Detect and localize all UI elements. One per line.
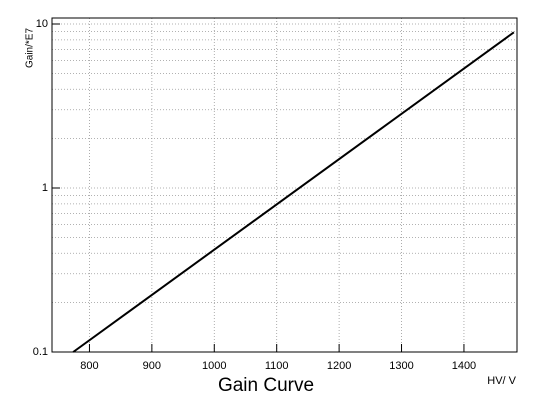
x-tick-label: 1300 [389, 360, 413, 372]
x-tick-label: 1000 [202, 360, 226, 372]
x-tick-label: 1400 [452, 360, 476, 372]
y-tick-label: 0.1 [33, 346, 48, 358]
plot-frame [51, 17, 518, 353]
y-tick-label: 10 [36, 18, 48, 30]
x-tick-label: 1100 [265, 360, 289, 372]
line [72, 31, 515, 353]
x-tick-label: 1200 [327, 360, 351, 372]
x-axis-label: HV/ V [487, 375, 516, 387]
x-tick-label: 900 [143, 360, 161, 372]
y-tick-label: 1 [42, 182, 48, 194]
y-axis-label: Gain/*E7 [25, 28, 36, 68]
x-tick-label: 800 [80, 360, 98, 372]
chart-title: Gain Curve [218, 375, 314, 396]
